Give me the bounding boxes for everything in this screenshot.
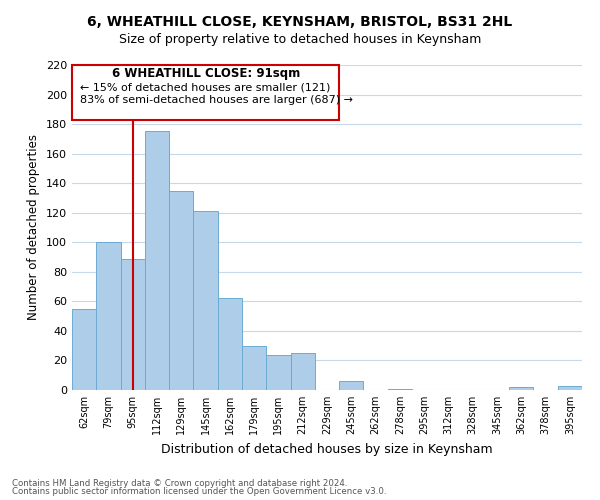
Bar: [193, 211, 218, 390]
Text: 83% of semi-detached houses are larger (687) →: 83% of semi-detached houses are larger (…: [80, 96, 353, 106]
Bar: [96, 242, 121, 390]
Text: Contains HM Land Registry data © Crown copyright and database right 2024.: Contains HM Land Registry data © Crown c…: [12, 478, 347, 488]
Text: 6, WHEATHILL CLOSE, KEYNSHAM, BRISTOL, BS31 2HL: 6, WHEATHILL CLOSE, KEYNSHAM, BRISTOL, B…: [88, 15, 512, 29]
Bar: [145, 132, 169, 390]
Text: Contains public sector information licensed under the Open Government Licence v3: Contains public sector information licen…: [12, 487, 386, 496]
Bar: [509, 387, 533, 390]
Bar: [242, 346, 266, 390]
Bar: [121, 258, 145, 390]
Bar: [290, 353, 315, 390]
Bar: [72, 308, 96, 390]
Bar: [388, 388, 412, 390]
Bar: [558, 386, 582, 390]
Bar: [169, 190, 193, 390]
Y-axis label: Number of detached properties: Number of detached properties: [28, 134, 40, 320]
Text: Size of property relative to detached houses in Keynsham: Size of property relative to detached ho…: [119, 32, 481, 46]
Bar: [218, 298, 242, 390]
Text: 6 WHEATHILL CLOSE: 91sqm: 6 WHEATHILL CLOSE: 91sqm: [112, 68, 300, 80]
X-axis label: Distribution of detached houses by size in Keynsham: Distribution of detached houses by size …: [161, 442, 493, 456]
Bar: [266, 354, 290, 390]
Bar: [339, 381, 364, 390]
FancyBboxPatch shape: [73, 65, 339, 120]
Text: ← 15% of detached houses are smaller (121): ← 15% of detached houses are smaller (12…: [80, 82, 330, 92]
